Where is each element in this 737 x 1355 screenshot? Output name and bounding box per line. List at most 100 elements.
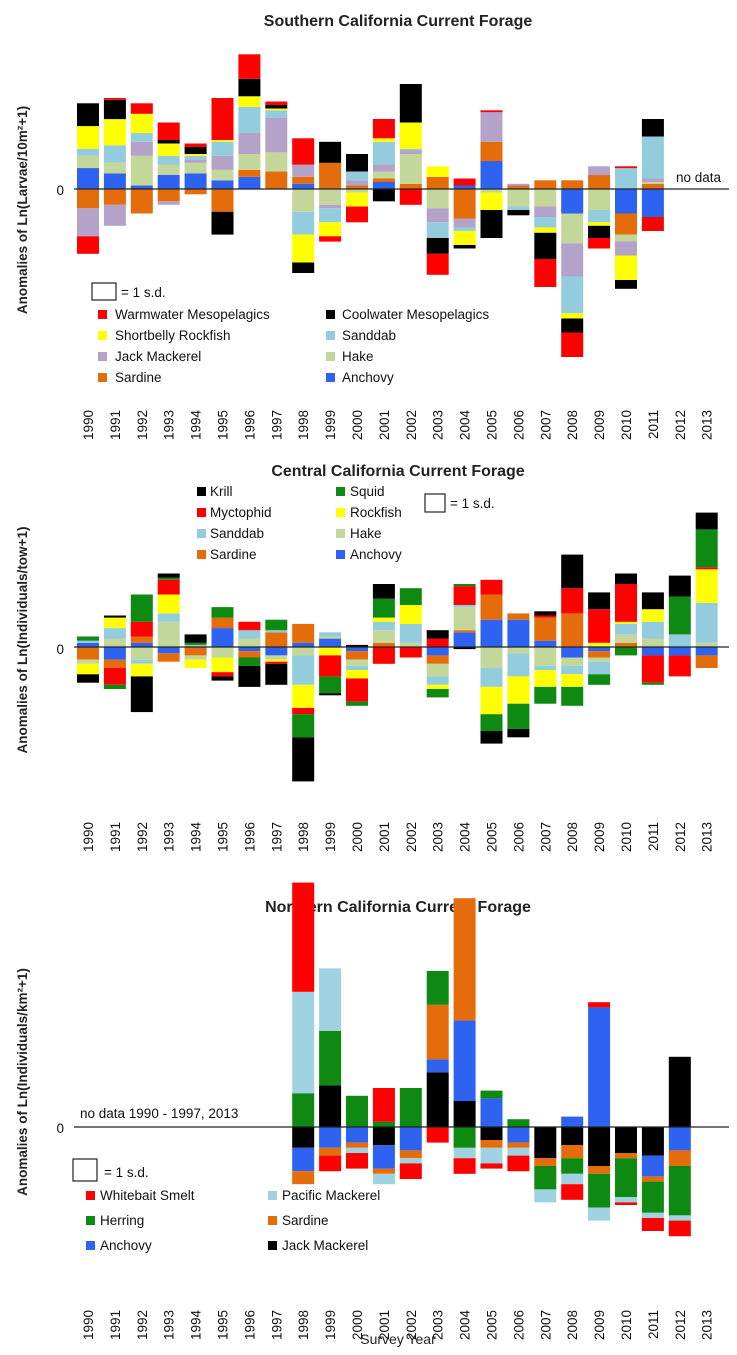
- bar-segment-sanddab: [319, 208, 342, 223]
- bar-segment-rockfish: [561, 674, 584, 687]
- bar-segment-smelt: [453, 1158, 476, 1174]
- no-data-label-southern: no data: [676, 170, 722, 185]
- legend-swatch-herring: [86, 1216, 95, 1225]
- x-tick-label: 1996: [242, 410, 257, 440]
- bar-segment-sanddab: [346, 665, 368, 671]
- bar-segment-hake: [184, 162, 207, 174]
- x-tick-label: 2009: [592, 410, 607, 440]
- bar-segment-pacific: [453, 1147, 476, 1159]
- bar-segment-sardine: [292, 1171, 315, 1185]
- bar-segment-anchovy: [641, 647, 664, 656]
- bar-segment-sardine: [480, 594, 503, 620]
- bar-segment-jack: [265, 117, 288, 153]
- bar-segment-jack: [372, 164, 395, 172]
- bar-segment-jack: [561, 243, 584, 277]
- bar-segment-myctophid: [265, 661, 288, 664]
- x-tick-label: 2011: [646, 1310, 661, 1339]
- bar-segment-rockfish: [695, 569, 718, 603]
- bar-segment-herring: [534, 1166, 557, 1190]
- bar-segment-rockfish: [184, 659, 207, 668]
- x-tick-label: 1998: [296, 822, 311, 852]
- bar-segment-shortbelly: [480, 192, 503, 210]
- bar-segment-sardine: [453, 630, 476, 633]
- legend-swatch-sardine-north: [268, 1216, 277, 1225]
- bar-segment-krill: [319, 693, 342, 696]
- bar-segment-rockfish: [399, 605, 422, 624]
- bar-segment-pacific: [534, 1189, 557, 1203]
- bar-segment-squid: [534, 686, 557, 704]
- x-tick-label: 2007: [538, 822, 553, 852]
- bar-segment-jackNorth: [480, 1127, 503, 1140]
- bar-segment-sardine: [615, 213, 637, 235]
- bar-segment-sardine: [641, 183, 664, 190]
- x-tick-label: 2002: [404, 410, 419, 440]
- bar-segment-sanddab: [561, 276, 584, 314]
- bar-segment-anchovy: [453, 1020, 476, 1101]
- bar-segment-jack: [211, 155, 234, 170]
- legend-swatch-shortbelly: [98, 331, 107, 340]
- bar-segment-shortbelly: [399, 122, 422, 149]
- bar-segment-sardine: [292, 623, 315, 643]
- bar-segment-sanddab: [77, 640, 99, 643]
- x-tick-label: 2010: [619, 1310, 634, 1340]
- x-tick-label: 2006: [511, 410, 526, 440]
- bar-segment-shortbelly: [77, 126, 99, 149]
- bar-segment-warmwater: [372, 119, 395, 139]
- bar-segment-jack: [238, 133, 261, 154]
- bar-segment-myctophid: [130, 621, 153, 637]
- bar-segment-myctophid: [292, 707, 315, 715]
- bar-segment-pacific: [480, 1147, 503, 1164]
- x-tick-label: 1990: [81, 822, 96, 852]
- bar-segment-warmwater: [157, 122, 180, 140]
- bar-segment-anchovy: [534, 640, 557, 647]
- legend-label-pacific: Pacific Mackerel: [282, 1188, 380, 1203]
- bar-segment-sanddab: [319, 632, 342, 637]
- bar-segment-squid: [372, 598, 395, 618]
- y-axis-label-northern: Anomalies of Ln(Individuals/km²+1): [15, 968, 30, 1196]
- legend-swatch-sanddab-central: [197, 529, 206, 538]
- bar-segment-sardine: [346, 185, 368, 189]
- legend-swatch-hake: [326, 352, 335, 361]
- scale-label-northern: = 1 s.d.: [104, 1165, 149, 1180]
- bar-segment-coolwater: [534, 232, 557, 260]
- bar-segment-rockfish: [615, 621, 637, 624]
- bar-segment-warmwater: [561, 332, 584, 357]
- bar-segment-sanddab: [292, 655, 315, 685]
- bar-segment-anchovy: [453, 185, 476, 189]
- bar-segment-squid: [668, 596, 691, 635]
- bar-segment-smelt: [426, 1127, 449, 1143]
- bar-segment-sanddab: [534, 665, 557, 671]
- x-tick-label: 2005: [485, 410, 500, 440]
- bar-segment-sardine: [534, 1158, 557, 1166]
- bar-segment-hake: [238, 638, 261, 647]
- bar-segment-warmwater: [184, 143, 207, 147]
- bar-segment-hake: [507, 647, 530, 654]
- bar-segment-hake: [695, 642, 718, 647]
- bar-segment-herring: [426, 971, 449, 1005]
- x-tick-labels-southern: 1990 1991 1992 1993 1994 1995 1996 1997 1998 1999…: [81, 410, 715, 441]
- bar-segment-sanddab: [641, 621, 664, 639]
- bar-segment-sanddab: [346, 171, 368, 181]
- bar-segment-smelt: [292, 882, 315, 992]
- x-axis-label: Survey Year: [360, 1331, 436, 1347]
- bar-segment-coolwater: [265, 105, 288, 109]
- bar-segment-krill: [157, 573, 180, 578]
- bar-segment-anchovy: [668, 1127, 691, 1151]
- bar-segment-anchovy: [372, 1145, 395, 1169]
- bar-segment-squid: [238, 657, 261, 666]
- bar-segment-sanddab: [615, 623, 637, 635]
- bar-segment-sardine: [480, 141, 503, 162]
- bar-segment-coolwater: [641, 119, 664, 137]
- legend-swatch-krill: [197, 487, 206, 496]
- bar-segment-shortbelly: [157, 143, 180, 156]
- legend-label-squid: Squid: [350, 484, 385, 499]
- zero-tick-label-northern: 0: [56, 1121, 64, 1136]
- bar-segment-coolwater: [399, 84, 422, 123]
- bar-segment-hake: [77, 659, 99, 664]
- x-tick-label: 1999: [323, 822, 338, 852]
- bar-segment-warmwater: [588, 238, 611, 249]
- bar-segment-sanddab: [399, 623, 422, 643]
- legend-swatch-sardine: [98, 373, 107, 382]
- bar-segment-coolwater: [507, 210, 530, 216]
- bar-segment-krill: [668, 575, 691, 597]
